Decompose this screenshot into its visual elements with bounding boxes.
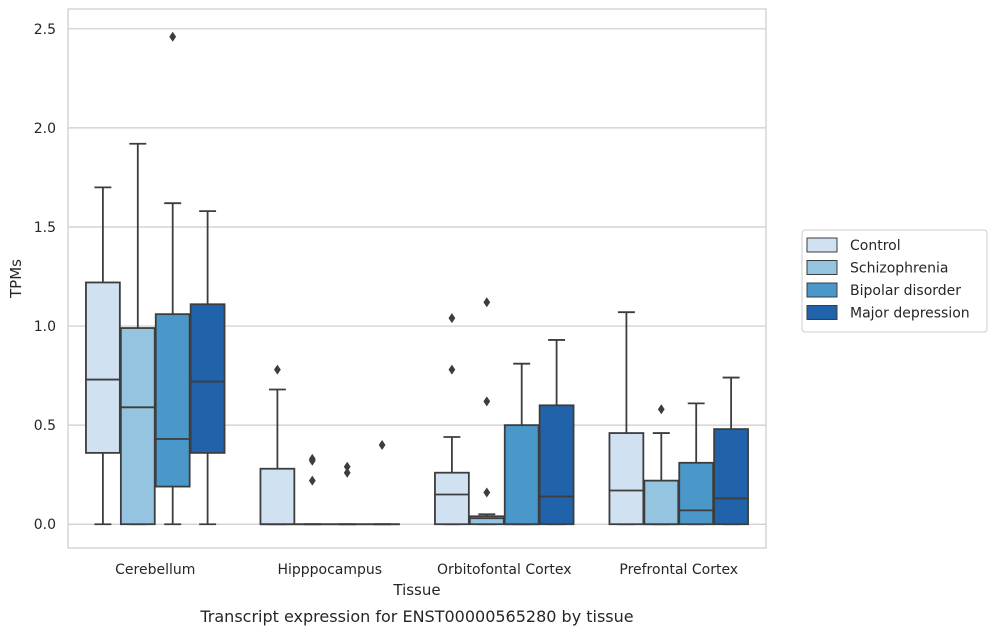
box-layer — [85, 31, 749, 526]
iqr-box — [189, 303, 226, 454]
legend-swatch — [806, 237, 838, 253]
box-bipolar-disorder — [154, 31, 191, 526]
legend-label: Bipolar disorder — [850, 283, 961, 299]
outlier-point — [343, 461, 351, 472]
box-major-depression — [189, 210, 226, 526]
y-tick-label: 2.0 — [34, 121, 56, 137]
y-tick-label: 2.5 — [34, 22, 56, 38]
box-bipolar-disorder — [678, 402, 715, 526]
box-major-depression — [538, 339, 575, 526]
box-control — [259, 364, 296, 526]
box-schizophrenia — [119, 142, 156, 526]
outlier-point — [308, 475, 316, 486]
y-axis-label: TPMs — [7, 259, 25, 299]
iqr-box — [643, 479, 680, 526]
outlier-point — [274, 364, 281, 375]
outlier-point — [343, 467, 351, 478]
outlier-point — [483, 396, 491, 407]
legend-label: Major depression — [850, 306, 970, 322]
box-bipolar-disorder — [503, 362, 540, 526]
outlier-point — [378, 439, 386, 450]
legend-swatch — [806, 282, 838, 298]
box-control — [608, 311, 645, 526]
outlier-point — [483, 487, 491, 498]
x-tick-label: Cerebellum — [115, 562, 195, 578]
iqr-box — [713, 428, 749, 526]
legend-frame — [801, 229, 988, 333]
outlier-point — [448, 313, 456, 324]
box-major-depression — [713, 376, 749, 526]
iqr-box — [434, 471, 470, 526]
y-tick-label: 1.5 — [34, 220, 56, 236]
box-schizophrenia — [294, 453, 331, 526]
y-tick-label: 1.0 — [34, 319, 56, 335]
legend-swatch — [806, 260, 838, 275]
outlier-point — [169, 31, 177, 42]
iqr-box — [503, 424, 540, 526]
outlier-point — [657, 404, 665, 415]
box-control — [434, 313, 470, 526]
x-tick-label: Orbitofontal Cortex — [437, 562, 572, 578]
legend-label: Schizophrenia — [850, 261, 948, 277]
iqr-box — [259, 467, 296, 526]
x-axis-label: Tissue — [392, 581, 440, 599]
y-tick-labels: 0.0 0.5 1.0 1.5 2.0 2.5 — [34, 22, 56, 533]
iqr-box — [608, 432, 645, 526]
outlier-point — [308, 453, 316, 464]
outlier-point — [448, 364, 456, 375]
plot-frame — [67, 8, 767, 549]
y-tick-label: 0.0 — [34, 517, 56, 533]
iqr-box — [154, 313, 191, 488]
x-tick-label: Hipppocampus — [277, 562, 382, 578]
legend: Control Schizophrenia Bipolar disorder Majo… — [801, 229, 988, 333]
outlier-point — [483, 297, 491, 308]
iqr-box — [119, 327, 156, 526]
legend-swatch — [806, 305, 838, 320]
x-tick-label: Prefrontal Cortex — [619, 562, 738, 578]
box-schizophrenia — [643, 404, 680, 526]
x-tick-labels: Cerebellum Hipppocampus Orbitofontal Corte… — [115, 562, 738, 578]
box-schizophrenia — [468, 297, 505, 526]
y-tick-label: 0.5 — [34, 418, 56, 434]
iqr-box — [85, 281, 121, 454]
legend-label: Control — [850, 238, 901, 254]
iqr-box — [538, 404, 575, 526]
box-control — [85, 186, 121, 526]
iqr-box — [678, 461, 715, 526]
iqr-box — [468, 515, 505, 526]
box-bipolar-disorder — [329, 461, 366, 526]
chart-caption: Transcript expression for ENST0000056528… — [199, 607, 633, 626]
box-major-depression — [364, 439, 400, 526]
